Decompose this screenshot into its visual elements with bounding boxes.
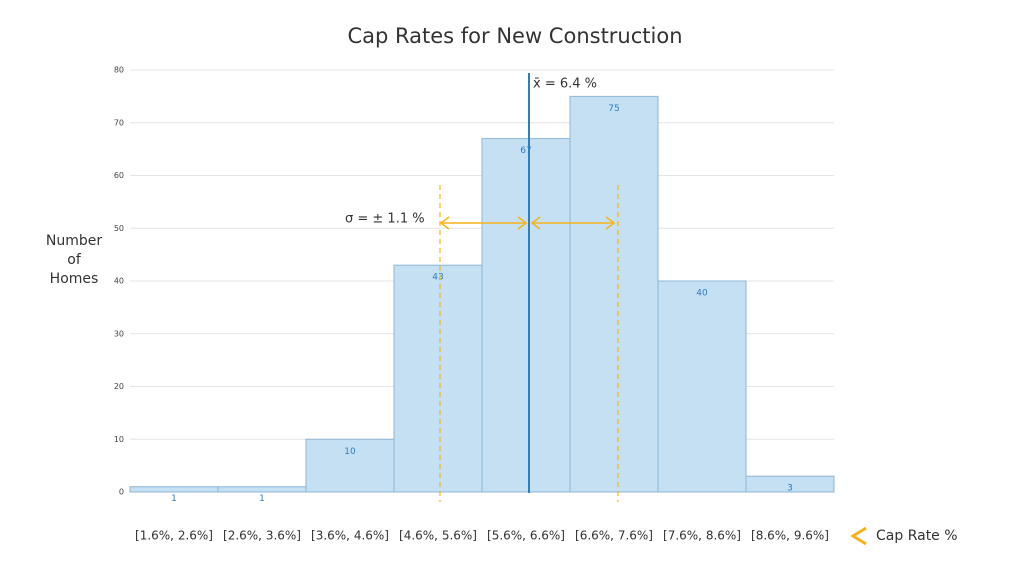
x-axis-chevron [850, 526, 867, 546]
value-label: 43 [432, 273, 443, 283]
y-tick-label: 40 [114, 277, 124, 286]
value-label: 40 [696, 289, 708, 299]
value-label: 10 [344, 447, 356, 457]
bar [745, 475, 835, 493]
y-tick-label: 60 [114, 171, 124, 180]
y-tick-label: 0 [119, 488, 124, 497]
y-axis-label: Number [46, 233, 102, 249]
bar [569, 95, 659, 493]
y-tick-label: 30 [114, 329, 124, 338]
x-tick-label: [7.6%, 8.6%] [663, 529, 741, 543]
sd-label: σ = ± 1.1 % [345, 212, 425, 227]
x-tick-label: [8.6%, 9.6%] [751, 529, 829, 543]
sd-arrows [439, 216, 616, 230]
bar [129, 486, 219, 493]
x-tick-label: [5.6%, 6.6%] [487, 529, 565, 543]
mean-label: x̄ = 6.4 % [533, 77, 597, 92]
chart-title: Cap Rates for New Construction [347, 24, 682, 48]
value-label: 67 [520, 146, 531, 156]
bar [481, 138, 571, 493]
y-tick-label: 70 [114, 118, 124, 127]
plot: 0 10 20 30 40 50 60 70 80 [1.6%, 2.6%] 1 [2.6%, 3.6… [114, 66, 835, 543]
x-tick-label: [4.6%, 5.6%] [399, 529, 477, 543]
bar [393, 264, 483, 493]
x-tick-label: [2.6%, 3.6%] [223, 529, 301, 543]
y-tick-label: 50 [114, 224, 124, 233]
bar [217, 486, 307, 493]
y-tick-label: 80 [114, 66, 124, 75]
y-tick-label: 20 [114, 382, 124, 391]
y-tick-label: 10 [114, 435, 124, 444]
value-label: 1 [259, 494, 265, 504]
y-axis-label: Homes [50, 271, 99, 287]
x-tick-label: [6.6%, 7.6%] [575, 529, 653, 543]
value-label: 3 [787, 484, 793, 494]
x-tick-label: [3.6%, 4.6%] [311, 529, 389, 543]
bar [657, 280, 747, 493]
x-tick-label: [1.6%, 2.6%] [135, 529, 213, 543]
y-axis-label: of [67, 252, 82, 268]
x-axis-label: Cap Rate % [876, 528, 958, 544]
value-label: 75 [608, 104, 619, 114]
value-label: 1 [171, 494, 177, 504]
